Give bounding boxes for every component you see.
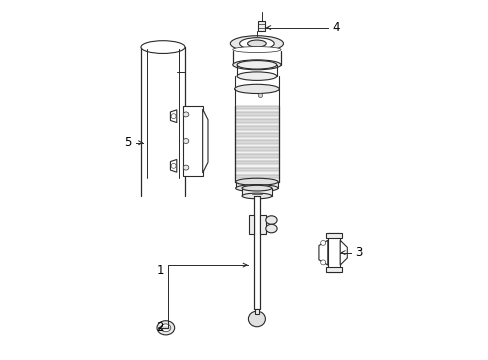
Ellipse shape (237, 60, 276, 69)
Polygon shape (170, 159, 177, 172)
Ellipse shape (242, 185, 271, 191)
Ellipse shape (265, 224, 277, 233)
Bar (325, 233, 341, 238)
Bar (183, 105, 202, 176)
Text: 2: 2 (156, 321, 163, 334)
Ellipse shape (247, 40, 265, 47)
Ellipse shape (171, 163, 176, 168)
Ellipse shape (232, 60, 281, 70)
Polygon shape (318, 240, 327, 265)
Ellipse shape (320, 260, 325, 265)
Ellipse shape (237, 72, 276, 80)
Ellipse shape (171, 114, 176, 119)
Polygon shape (202, 109, 207, 173)
Bar (249, 215, 253, 234)
Bar (242, 188, 271, 196)
Bar (260, 215, 265, 234)
Ellipse shape (141, 41, 184, 54)
Ellipse shape (183, 165, 188, 170)
Ellipse shape (248, 311, 265, 327)
Ellipse shape (258, 93, 262, 98)
Bar (235, 182, 278, 188)
Polygon shape (340, 240, 346, 265)
Bar (254, 309, 259, 314)
Ellipse shape (232, 46, 281, 53)
Ellipse shape (234, 84, 279, 94)
Ellipse shape (183, 139, 188, 144)
Text: 4: 4 (332, 21, 339, 34)
Polygon shape (170, 110, 177, 123)
Bar (257, 21, 265, 31)
Ellipse shape (157, 321, 174, 335)
Ellipse shape (320, 240, 325, 246)
Ellipse shape (242, 193, 271, 199)
Bar (327, 233, 340, 272)
Ellipse shape (235, 185, 278, 192)
Ellipse shape (161, 324, 170, 332)
Text: 1: 1 (156, 264, 163, 277)
Text: 3: 3 (355, 246, 362, 259)
Ellipse shape (230, 36, 283, 51)
Ellipse shape (239, 38, 274, 49)
Ellipse shape (265, 216, 277, 224)
Ellipse shape (183, 112, 188, 117)
Bar (325, 267, 341, 272)
Ellipse shape (235, 178, 278, 185)
Text: 5: 5 (124, 136, 132, 149)
Bar (253, 196, 260, 309)
